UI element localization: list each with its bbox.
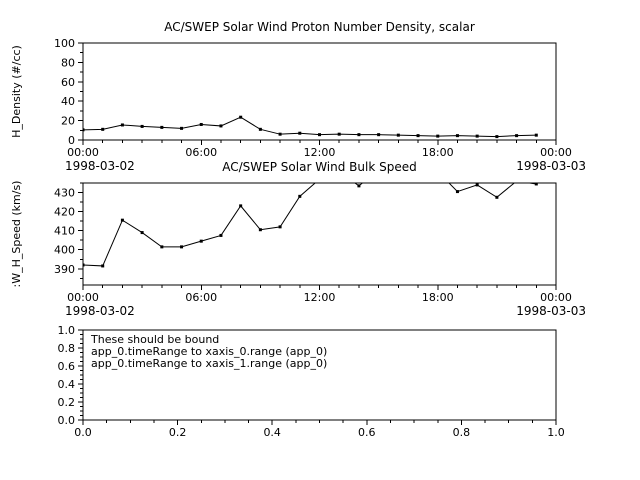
data-marker <box>416 134 420 138</box>
x-tick-label: 06:00 <box>185 146 217 159</box>
data-marker <box>436 134 440 138</box>
y-tick-label: 400 <box>54 244 75 257</box>
data-line <box>83 183 537 267</box>
data-marker <box>455 190 459 194</box>
x-axis-date-left: 1998-03-02 <box>65 159 135 173</box>
data-marker <box>495 195 499 199</box>
data-marker <box>140 231 144 235</box>
binding-note-line: app_0.timeRange to xaxis_1.range (app_0) <box>91 357 327 370</box>
data-marker <box>417 166 420 169</box>
data-marker <box>475 134 479 138</box>
data-marker <box>83 263 85 267</box>
x-tick-label: 12:00 <box>304 291 336 304</box>
data-marker <box>199 122 203 126</box>
data-marker <box>278 225 282 229</box>
x-tick-label: 06:00 <box>185 291 217 304</box>
data-marker <box>318 178 321 181</box>
x-tick-label: 00:00 <box>67 146 99 159</box>
data-marker <box>377 133 381 137</box>
plot-title: AC/SWEP Solar Wind Bulk Speed <box>222 160 416 174</box>
x-tick-label: 12:00 <box>304 146 336 159</box>
x-tick-label: 00:00 <box>540 291 572 304</box>
y-tick-label: 410 <box>54 225 75 238</box>
y-tick-label: 0.0 <box>58 414 76 427</box>
data-marker <box>455 134 459 138</box>
data-marker <box>475 183 479 187</box>
plot-title: AC/SWEP Solar Wind Proton Number Density… <box>164 20 475 34</box>
data-marker <box>298 131 302 135</box>
x-tick-label: 18:00 <box>422 146 454 159</box>
y-axis-label: :W_H_Speed (km/s) <box>10 181 23 288</box>
data-marker <box>160 125 164 129</box>
data-marker <box>239 115 243 119</box>
y-tick-label: 1.0 <box>58 324 76 337</box>
plot-frame <box>82 182 557 286</box>
y-tick-label: 0.6 <box>58 360 76 373</box>
y-tick-label: 390 <box>54 263 75 276</box>
y-tick-label: 100 <box>54 37 75 50</box>
y-tick-label: 60 <box>61 76 75 89</box>
data-marker <box>534 183 538 186</box>
data-marker <box>436 170 439 173</box>
data-marker <box>140 124 144 128</box>
data-marker <box>495 135 499 139</box>
data-marker <box>101 127 105 131</box>
y-tick-label: 420 <box>54 206 75 219</box>
x-axis-date-right: 1998-03-03 <box>516 159 586 173</box>
data-marker <box>337 132 341 136</box>
data-marker <box>160 245 164 249</box>
y-tick-label: 0.4 <box>58 378 76 391</box>
data-marker <box>357 184 361 188</box>
data-marker <box>180 126 184 130</box>
data-line <box>83 116 537 138</box>
data-marker <box>83 128 85 132</box>
y-tick-label: 80 <box>61 56 75 69</box>
binding-note-line: app_0.timeRange to xaxis_0.range (app_0) <box>91 345 327 358</box>
data-marker <box>219 124 223 128</box>
y-tick-label: 0.2 <box>58 396 76 409</box>
x-tick-label: 0.0 <box>74 426 92 439</box>
x-axis-date-right: 1998-03-03 <box>516 304 586 318</box>
y-tick-label: 40 <box>61 95 75 108</box>
data-marker <box>534 133 538 137</box>
y-tick-label: 430 <box>54 187 75 200</box>
y-tick-label: 0.8 <box>58 342 76 355</box>
plot-1[interactable]: 390 400 410 420 430 00:00 06:00 12:00 18:00 00:00… <box>10 160 586 318</box>
x-tick-label: 18:00 <box>422 291 454 304</box>
data-marker <box>318 133 321 137</box>
y-tick-label: 20 <box>61 115 75 128</box>
x-axis-date-left: 1998-03-02 <box>65 304 135 318</box>
plot-0[interactable]: 0 20 40 60 80 100 00:00 06:00 12:00 18:00 00:00 AC/… <box>10 20 586 173</box>
x-tick-label: 0.8 <box>453 426 471 439</box>
binding-note-line: These should be bound <box>90 333 219 346</box>
data-marker <box>396 133 400 137</box>
data-marker <box>180 245 184 249</box>
y-tick-label: 0 <box>68 134 75 147</box>
x-tick-label: 0.2 <box>169 426 187 439</box>
data-marker <box>515 180 518 183</box>
data-marker <box>515 134 519 138</box>
data-marker <box>258 127 262 131</box>
data-marker <box>357 133 361 137</box>
data-marker <box>258 228 262 232</box>
data-marker <box>101 264 105 268</box>
x-tick-label: 00:00 <box>540 146 572 159</box>
plot-2[interactable]: 0.0 0.2 0.4 0.6 0.8 1.0 0.0 0.2 0.4 0.6 0.8 1.0 Thes… <box>58 324 565 439</box>
data-marker <box>120 218 124 222</box>
data-marker <box>120 123 124 127</box>
y-axis-label: H_Density (#/cc) <box>10 45 23 138</box>
x-tick-label: 0.4 <box>263 426 281 439</box>
data-marker <box>298 194 302 198</box>
data-marker <box>239 204 243 208</box>
data-marker <box>199 239 203 243</box>
x-tick-label: 1.0 <box>547 426 565 439</box>
x-tick-label: 0.6 <box>358 426 376 439</box>
data-marker <box>278 132 282 136</box>
data-marker <box>219 233 223 237</box>
plot-frame <box>82 42 557 141</box>
x-tick-label: 00:00 <box>67 291 99 304</box>
